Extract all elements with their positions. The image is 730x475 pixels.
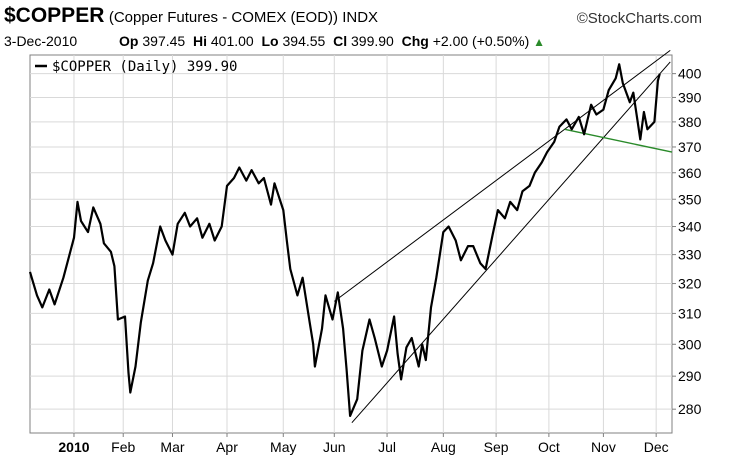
y-tick-label: 320 (678, 276, 702, 292)
x-tick-label: Sep (484, 439, 509, 455)
x-tick-label: Mar (160, 439, 184, 455)
x-tick-label: Nov (591, 439, 616, 455)
y-tick-label: 390 (678, 89, 702, 105)
brand-watermark: ©StockCharts.com (577, 10, 702, 27)
open-value: 397.45 (142, 33, 186, 49)
y-tick-label: 360 (678, 165, 702, 181)
grid-lines (30, 55, 672, 433)
y-tick-label: 330 (678, 247, 702, 263)
low-label: Lo (261, 33, 279, 49)
y-tick-label: 350 (678, 191, 702, 207)
trendline-support (564, 128, 673, 153)
copyright-icon: © (576, 10, 588, 27)
close-label: Cl (333, 33, 348, 49)
y-tick-label: 310 (678, 305, 702, 321)
close-value: 399.90 (351, 33, 394, 49)
high-label: Hi (193, 33, 207, 49)
quote-date: 3-Dec-2010 (4, 33, 78, 49)
y-tick-label: 290 (678, 368, 702, 384)
y-tick-label: 300 (678, 336, 702, 352)
y-tick-label: 380 (678, 114, 702, 130)
y-tick-label: 370 (678, 139, 702, 155)
low-value: 394.55 (282, 33, 326, 49)
symbol-title: $COPPER (4, 4, 105, 27)
x-tick-label: 2010 (58, 439, 89, 455)
symbol-description: (Copper Futures - COMEX (EOD)) INDX (108, 9, 379, 26)
up-arrow-icon: ▲ (533, 35, 546, 49)
x-tick-label: Feb (111, 439, 135, 455)
legend: $COPPER (Daily) 399.90 (35, 59, 237, 75)
x-tick-label: May (270, 439, 296, 455)
quote-bar: 3-Dec-2010 Op 397.45 Hi 401.00 Lo 394.55… (4, 33, 545, 49)
high-value: 401.00 (210, 33, 254, 49)
chart-header: $COPPER (Copper Futures - COMEX (EOD)) I… (4, 4, 378, 28)
x-tick-label: Dec (644, 439, 669, 455)
x-tick-label: Apr (216, 439, 238, 455)
x-axis-ticks: 2010 Feb Mar Apr May Jun Jul Aug Sep Oct Nov Dec (58, 433, 669, 455)
open-label: Op (119, 33, 139, 49)
x-tick-label: Jun (323, 439, 346, 455)
plot-area (29, 54, 673, 434)
brand-name: StockCharts.com (587, 10, 702, 27)
change-value: +2.00 (+0.50%) (432, 33, 530, 49)
y-tick-label: 400 (678, 66, 702, 82)
x-tick-label: Aug (431, 439, 456, 455)
y-axis-ticks: 280 290 300 310 320 330 340 350 360 370 380 390 400 (672, 66, 702, 417)
trendline-channel-upper (333, 49, 671, 302)
y-tick-label: 280 (678, 401, 702, 417)
legend-label: $COPPER (Daily) 399.90 (52, 59, 237, 75)
price-series-line (28, 63, 661, 417)
x-tick-label: Jul (378, 439, 396, 455)
change-label: Chg (401, 33, 429, 49)
x-tick-label: Oct (538, 439, 560, 455)
y-tick-label: 340 (678, 219, 702, 235)
